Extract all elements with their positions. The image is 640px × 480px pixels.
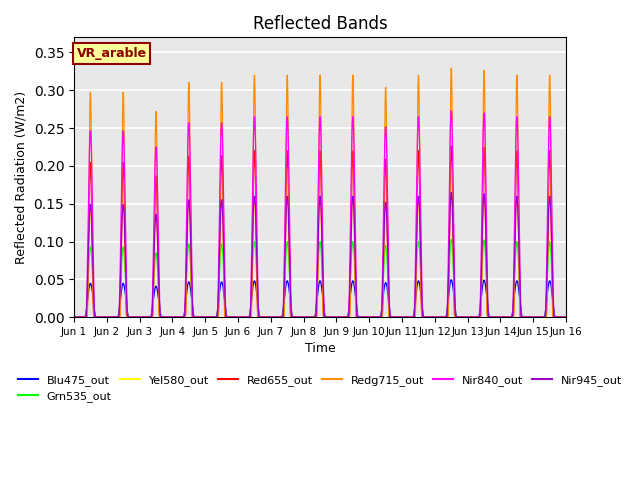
Legend: Blu475_out, Grn535_out, Yel580_out, Red655_out, Redg715_out, Nir840_out, Nir945_: Blu475_out, Grn535_out, Yel580_out, Red6… bbox=[13, 370, 627, 407]
X-axis label: Time: Time bbox=[305, 342, 335, 355]
Y-axis label: Reflected Radiation (W/m2): Reflected Radiation (W/m2) bbox=[15, 91, 28, 264]
Title: Reflected Bands: Reflected Bands bbox=[253, 15, 387, 33]
Text: VR_arable: VR_arable bbox=[77, 47, 147, 60]
